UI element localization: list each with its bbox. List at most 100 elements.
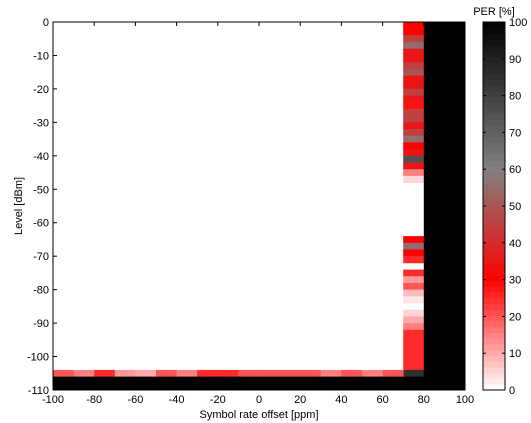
colorbar-bin <box>483 131 505 138</box>
colorbar-bin <box>483 384 505 391</box>
colorbar-bin <box>483 177 505 184</box>
colorbar-bin <box>483 206 505 213</box>
heatmap-cell <box>403 142 425 150</box>
heatmap-cell <box>403 329 425 371</box>
heatmap-cell <box>403 48 425 63</box>
heatmap-cell <box>135 376 157 391</box>
colorbar-bin <box>483 33 505 40</box>
x-tick-label: 40 <box>335 394 347 406</box>
colorbar-bin <box>483 332 505 339</box>
heatmap-cell <box>279 369 301 378</box>
colorbar: 0 10 20 30 40 50 60 70 80 90 100 <box>482 17 527 397</box>
heatmap-cell <box>403 376 425 391</box>
y-tick-label: 0 <box>43 17 49 29</box>
heatmap-cell <box>382 369 404 378</box>
heatmap-cell <box>403 22 425 36</box>
heatmap-cell <box>403 155 425 163</box>
heatmap-cell <box>114 376 136 391</box>
colorbar-bin <box>483 188 505 195</box>
heatmap-cell <box>279 376 301 391</box>
colorbar-bin <box>483 286 505 293</box>
x-tick-label: -100 <box>42 394 64 406</box>
colorbar-bin <box>483 217 505 224</box>
colorbar-bin <box>483 108 505 115</box>
x-tick-label: 0 <box>256 394 262 406</box>
x-tick-label: -40 <box>169 394 185 406</box>
heatmap-cells <box>53 22 466 391</box>
y-tick-label: -60 <box>33 218 49 230</box>
y-tick-label: -100 <box>27 352 49 364</box>
colorbar-bin <box>483 119 505 126</box>
heatmap-cell <box>259 369 280 378</box>
heatmap-cell <box>403 316 425 324</box>
colorbar-tick-label: 100 <box>509 17 527 29</box>
colorbar-bin <box>483 96 505 103</box>
heatmap-cell <box>403 162 425 170</box>
heatmap-cell <box>73 369 95 378</box>
colorbar-bin <box>483 321 505 328</box>
heatmap-cell <box>320 369 342 378</box>
colorbar-tick-label: 0 <box>509 385 515 397</box>
colorbar-bin <box>483 372 505 379</box>
colorbar-bin <box>483 125 505 132</box>
colorbar-bin <box>483 194 505 201</box>
x-axis-ticks: -100 -80 -60 -40 -20 0 20 40 60 80 100 <box>42 22 474 406</box>
colorbar-bin <box>483 142 505 149</box>
colorbar-bin <box>483 200 505 207</box>
colorbar-bin <box>483 240 505 247</box>
heatmap-cell <box>403 282 425 291</box>
colorbar-tick-label: 90 <box>509 54 521 66</box>
colorbar-bin <box>483 252 505 259</box>
x-tick-label: -60 <box>127 394 143 406</box>
heatmap-cell <box>403 122 425 130</box>
colorbar-bin <box>483 344 505 351</box>
colorbar-bin <box>483 223 505 230</box>
plot-background <box>53 22 465 390</box>
heatmap-cell <box>403 95 425 103</box>
colorbar-tick-label: 20 <box>509 311 521 323</box>
y-tick-label: -90 <box>33 318 49 330</box>
x-tick-label: -20 <box>210 394 226 406</box>
colorbar-tick-label: 50 <box>509 201 521 213</box>
y-tick-label: -10 <box>33 50 49 62</box>
x-tick-label: 60 <box>376 394 388 406</box>
heatmap-cell <box>176 369 198 378</box>
heatmap-cell <box>403 175 425 183</box>
y-axis-title: Level [dBm] <box>13 177 25 235</box>
colorbar-bin <box>483 137 505 144</box>
colorbar-bin <box>483 263 505 270</box>
heatmap-cell <box>403 68 425 76</box>
x-tick-label: 100 <box>456 394 474 406</box>
colorbar-bin <box>483 68 505 75</box>
y-tick-label: -50 <box>33 184 49 196</box>
colorbar-bin <box>483 367 505 374</box>
colorbar-bin <box>483 303 505 310</box>
colorbar-bin <box>483 165 505 172</box>
heatmap-cell <box>156 369 177 378</box>
colorbar-bin <box>483 349 505 356</box>
colorbar-bin <box>483 171 505 178</box>
colorbar-bin <box>483 229 505 236</box>
heatmap-cell <box>403 276 425 284</box>
heatmap-cell <box>403 296 425 304</box>
colorbar-bin <box>483 326 505 333</box>
colorbar-bin <box>483 361 505 368</box>
heatmap-cell <box>403 102 425 110</box>
heatmap-cell <box>444 22 466 391</box>
heatmap-cell <box>94 369 116 378</box>
colorbar-bins <box>483 22 505 391</box>
colorbar-bin <box>483 378 505 385</box>
colorbar-bin <box>483 50 505 57</box>
heatmap-cell <box>403 236 425 244</box>
colorbar-bin <box>483 62 505 69</box>
colorbar-bin <box>483 246 505 253</box>
heatmap-cell <box>135 369 157 378</box>
y-tick-label: -80 <box>33 285 49 297</box>
colorbar-bin <box>483 160 505 167</box>
colorbar-bin <box>483 45 505 52</box>
heatmap-cell <box>382 376 404 391</box>
colorbar-ticks: 0 10 20 30 40 50 60 70 80 90 100 <box>483 17 527 397</box>
colorbar-tick-label: 40 <box>509 238 521 250</box>
colorbar-bin <box>483 292 505 299</box>
